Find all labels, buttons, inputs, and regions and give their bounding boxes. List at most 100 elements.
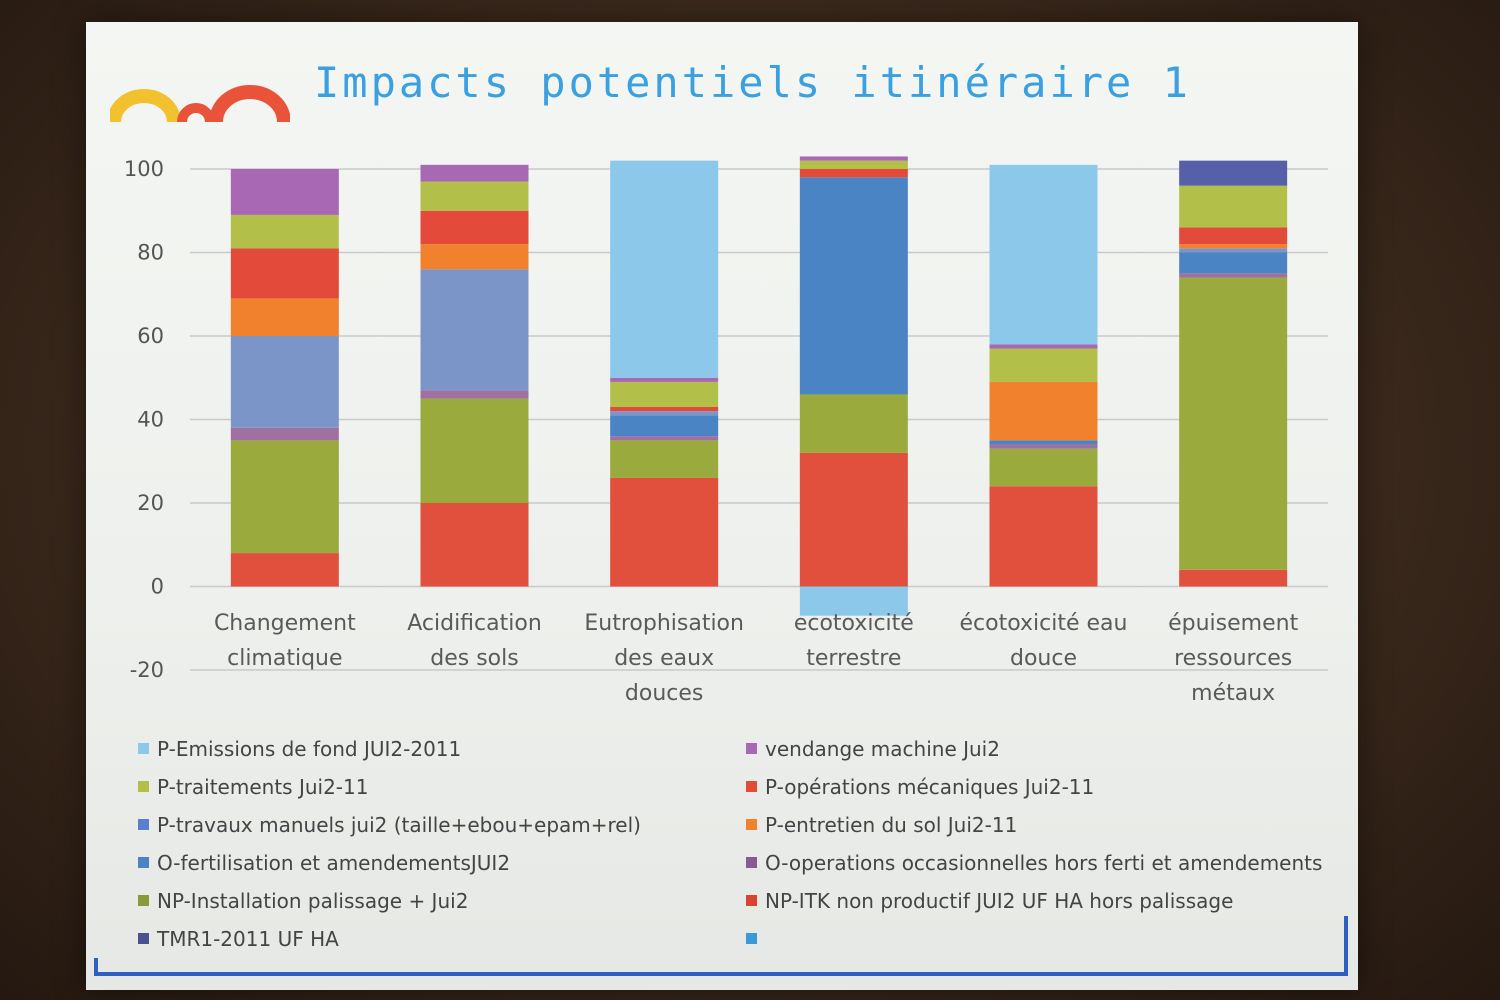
bar-segment: [610, 406, 719, 412]
frame-left-rule: [94, 958, 98, 976]
legend-item: [746, 925, 1353, 952]
stacked-bar-chart: 100 80 60 40 20 0 -20 Changement climatique Acidi…: [124, 156, 1328, 706]
legend-item: vendange machine Jui2: [746, 735, 1353, 762]
bar-segment: [989, 444, 1098, 449]
legend-swatch: [138, 819, 149, 830]
bar-segment: [610, 411, 719, 416]
bar-segment: [799, 160, 908, 169]
legend-label: P-entretien du sol Jui2-11: [765, 812, 1018, 837]
legend-item: O-fertilisation et amendementsJUI2: [138, 849, 746, 876]
legend-item: P-traitements Jui2-11: [138, 773, 746, 800]
bar-segment: [799, 156, 908, 161]
x-category-label: écotoxicité eau: [960, 611, 1128, 636]
bar-segment: [989, 164, 1098, 345]
y-tick-label: 60: [137, 324, 164, 348]
legend-swatch: [746, 933, 757, 944]
y-tick-label: 20: [137, 491, 164, 515]
bar-segment: [1179, 248, 1288, 253]
legend-item: P-travaux manuels jui2 (taille+ebou+epam…: [138, 811, 746, 838]
slide-title: Impacts potentiels itinéraire 1: [314, 58, 1191, 107]
bar-segment: [610, 477, 719, 587]
bar-segment: [230, 169, 339, 215]
x-category-label: Eutrophisation: [584, 611, 744, 636]
bar-segment: [1179, 569, 1288, 587]
y-tick-label: 40: [137, 408, 164, 432]
bar-segment: [420, 503, 529, 587]
bar-segment: [230, 214, 339, 249]
bar-segment: [1179, 185, 1288, 228]
legend-item: NP-ITK non productif JUI2 UF HA hors pal…: [746, 887, 1353, 914]
legend-label: P-opérations mécaniques Jui2-11: [765, 774, 1095, 799]
x-category-label: terrestre: [806, 646, 901, 671]
y-tick-label: -20: [130, 658, 164, 682]
bar-segment: [799, 177, 908, 395]
legend-label: P-Emissions de fond JUI2-2011: [157, 736, 462, 761]
legend-swatch: [746, 857, 757, 868]
bar-segment: [1179, 227, 1288, 245]
legend-item: P-entretien du sol Jui2-11: [746, 811, 1353, 838]
chart-legend: P-Emissions de fond JUI2-2011 vendange ma…: [138, 735, 1353, 952]
bar-segment: [420, 398, 529, 503]
legend-label: TMR1-2011 UF HA: [157, 926, 339, 951]
x-category-label: douces: [625, 681, 703, 706]
x-category-label: ressources: [1174, 646, 1292, 671]
legend-label: P-travaux manuels jui2 (taille+ebou+epam…: [157, 812, 641, 837]
x-category-label: des sols: [430, 646, 518, 671]
legend-swatch: [138, 895, 149, 906]
bar-segment: [799, 169, 908, 178]
bar-segment: [230, 336, 339, 428]
bar-segment: [230, 248, 339, 299]
bar-segment: [1179, 244, 1288, 249]
legend-swatch: [138, 857, 149, 868]
frame-right-rule: [1344, 916, 1348, 976]
bar-segment: [1179, 160, 1288, 186]
x-category-label: Acidification: [407, 611, 542, 636]
x-category-label: métaux: [1191, 681, 1275, 706]
legend-swatch: [138, 933, 149, 944]
bar-segment: [989, 348, 1098, 382]
legend-swatch: [138, 781, 149, 792]
bar-segment: [989, 448, 1098, 487]
y-tick-label: 80: [137, 241, 164, 265]
legend-item: P-Emissions de fond JUI2-2011: [138, 735, 746, 762]
bar-segment: [420, 244, 529, 270]
legend-swatch: [746, 895, 757, 906]
bar-segment: [610, 377, 719, 382]
legend-item: NP-Installation palissage + Jui2: [138, 887, 746, 914]
x-category-label: épuisement: [1168, 611, 1298, 636]
bar-segment: [610, 160, 719, 378]
bar-segment: [989, 381, 1098, 441]
legend-item: P-opérations mécaniques Jui2-11: [746, 773, 1353, 800]
x-category-label: ecotoxicité: [794, 611, 914, 636]
bar-segment: [610, 436, 719, 441]
bar-segment: [420, 181, 529, 211]
legend-label: NP-Installation palissage + Jui2: [157, 888, 469, 913]
legend-label: NP-ITK non productif JUI2 UF HA hors pal…: [765, 888, 1234, 913]
bar-segment: [230, 440, 339, 554]
y-tick-label: 0: [151, 575, 164, 599]
bar-segment: [610, 440, 719, 478]
bar-segment: [989, 440, 1098, 445]
legend-label: vendange machine Jui2: [765, 736, 1000, 761]
x-category-label: Changement: [214, 611, 356, 636]
bar-segment: [799, 586, 908, 616]
bar-segment: [989, 486, 1098, 587]
slide: Impacts potentiels itinéraire 1 100 80 60 4…: [86, 22, 1358, 990]
bar-segment: [230, 553, 339, 587]
bar-segment: [1179, 252, 1288, 274]
x-category-label: climatique: [227, 646, 342, 671]
bar-segment: [230, 298, 339, 336]
legend-label: P-traitements Jui2-11: [157, 774, 369, 799]
legend-swatch: [138, 743, 149, 754]
legend-item: TMR1-2011 UF HA: [138, 925, 746, 952]
bar-segment: [989, 344, 1098, 349]
bar-segment: [1179, 273, 1288, 278]
x-category-label: des eaux: [614, 646, 714, 671]
bar-segment: [230, 427, 339, 441]
bar-segment: [1179, 277, 1288, 570]
bar-segment: [610, 415, 719, 437]
legend-item: O-operations occasionnelles hors ferti e…: [746, 849, 1353, 876]
legend-swatch: [746, 743, 757, 754]
bar-segment: [420, 390, 529, 399]
legend-label: O-operations occasionnelles hors ferti e…: [765, 850, 1323, 875]
